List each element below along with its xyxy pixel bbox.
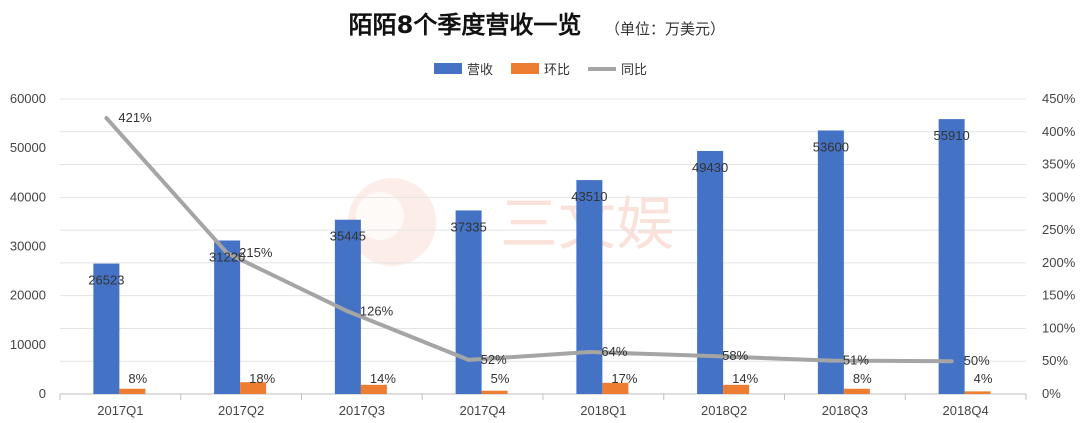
x-tick-label: 2017Q2 [218,403,264,418]
bar-revenue [938,119,965,395]
bar-revenue [214,240,241,394]
bar-revenue [697,150,724,394]
y-axis-right: 0% 50% 100% 150% 200% 250% 300% 350% 400% 450% [1042,91,1076,401]
bar-qoq [481,390,508,394]
x-axis: 2017Q1 2017Q2 2017Q3 2017Q4 2018Q1 2018Q2 2018… [97,403,989,418]
y-left-tick-label: 30000 [10,239,46,254]
bar-series [93,119,991,395]
data-label-revenue: 26523 [88,273,124,288]
point-yoy [345,309,350,314]
y-axis-left: 0 10000 20000 30000 40000 50000 60000 [10,91,46,401]
point-yoy [828,358,833,363]
data-label-revenue: 43510 [571,189,607,204]
data-label-revenue: 49430 [692,160,728,175]
x-tick-label: 2018Q4 [942,403,988,418]
data-label-yoy: 58% [722,348,748,363]
y-right-tick-label: 200% [1042,255,1076,270]
x-tick-label: 2018Q2 [701,403,747,418]
legend-label-3: 同比 [621,63,647,78]
y-left-tick-label: 50000 [10,140,46,155]
data-label-revenue: 35445 [330,229,366,244]
chart-subtitle: （单位：万美元） [605,20,725,38]
data-label-qoq: 4% [974,371,993,386]
y-right-tick-label: 50% [1042,353,1068,368]
data-label-yoy: 126% [360,303,394,318]
y-right-tick-label: 150% [1042,288,1076,303]
legend: 营收 环比 同比 [434,63,647,78]
y-right-tick-label: 0% [1042,386,1061,401]
bar-qoq [602,382,629,394]
y-left-tick-label: 10000 [10,337,46,352]
x-tick-label: 2017Q1 [97,403,143,418]
legend-label-1: 营收 [467,63,493,78]
data-label-qoq: 17% [611,371,637,386]
bar-revenue [455,210,482,394]
data-label-revenue: 37335 [451,219,487,234]
bar-qoq [723,384,750,394]
legend-swatch-2 [511,63,539,74]
y-left-tick-label: 20000 [10,288,46,303]
y-left-tick-label: 60000 [10,91,46,106]
x-tick-label: 2017Q3 [339,403,385,418]
data-label-qoq: 14% [732,371,758,386]
legend-label-2: 环比 [544,63,570,78]
data-label-qoq: 8% [853,371,872,386]
y-right-tick-label: 300% [1042,189,1076,204]
point-yoy [949,359,954,364]
x-tick-label: 2018Q1 [580,403,626,418]
y-right-tick-label: 450% [1042,91,1076,106]
data-label-yoy: 52% [481,352,507,367]
bar-qoq [843,388,870,394]
point-yoy [466,357,471,362]
data-label-revenue: 55910 [934,128,970,143]
chart-title: 陌陌8个季度营收一览 [349,11,582,39]
bar-qoq [119,388,146,394]
data-label-revenue: 53600 [813,139,849,154]
point-yoy [104,116,109,121]
x-tick-label: 2018Q3 [822,403,868,418]
data-label-qoq: 8% [128,371,147,386]
bar-revenue [817,130,844,394]
line-yoy [104,116,952,364]
bar-qoq [964,391,991,394]
point-yoy [708,353,713,358]
legend-swatch-1 [434,63,462,74]
y-left-tick-label: 0 [39,386,46,401]
bar-revenue [93,263,120,394]
data-label-qoq: 18% [249,371,275,386]
watermark: 三文娱 [348,178,674,266]
data-labels: 26523 31220 35445 37335 43510 49430 53600 55910… [88,110,993,386]
data-label-yoy: 215% [239,245,273,260]
data-label-qoq: 14% [370,371,396,386]
data-label-yoy: 51% [843,353,869,368]
line-series [104,116,954,364]
y-right-tick-label: 100% [1042,320,1076,335]
gridlines [59,98,1027,400]
data-label-qoq: 5% [491,371,510,386]
y-right-tick-label: 250% [1042,222,1076,237]
y-right-tick-label: 400% [1042,124,1076,139]
bar-qoq [360,384,387,394]
data-label-yoy: 421% [118,110,152,125]
bar-qoq [240,382,267,394]
bar-revenue [576,180,603,394]
data-label-revenue: 31220 [209,250,245,265]
point-yoy [587,350,592,355]
data-label-yoy: 50% [964,353,990,368]
data-label-yoy: 64% [601,344,627,359]
x-tick-label: 2017Q4 [459,403,505,418]
point-yoy [225,251,230,256]
y-left-tick-label: 40000 [10,189,46,204]
y-right-tick-label: 350% [1042,157,1076,172]
